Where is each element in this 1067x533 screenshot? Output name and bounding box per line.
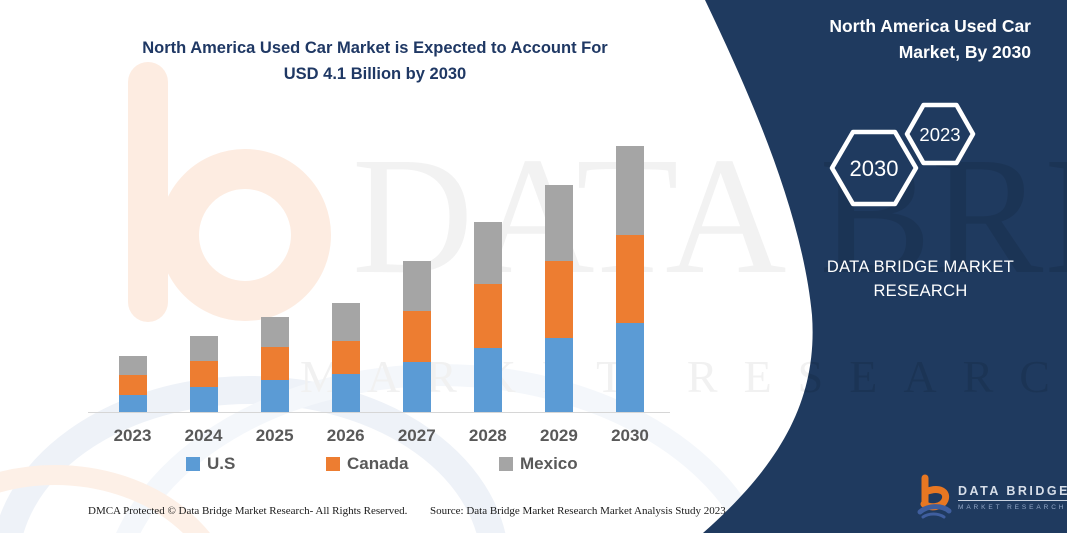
legend-swatch-us bbox=[186, 457, 200, 471]
watermark-swoosh-ellipse-3 bbox=[0, 465, 210, 533]
watermark-b-logo-stem bbox=[128, 62, 168, 322]
dbmr-logo-b-icon bbox=[917, 474, 952, 519]
bar-segment-us bbox=[260, 380, 289, 412]
bar-segment-canada bbox=[260, 347, 289, 381]
legend-label-mexico: Mexico bbox=[520, 454, 578, 473]
bar-segment-mexico bbox=[402, 261, 431, 311]
bar-2023 bbox=[118, 355, 147, 412]
chart-title-line2: USD 4.1 Billion by 2030 bbox=[283, 64, 467, 83]
x-axis-labels: 2023 2024 2025 2026 2027 2028 2029 2030 bbox=[90, 426, 672, 448]
x-axis-label-2023: 2023 bbox=[113, 426, 152, 445]
bar-2028 bbox=[473, 222, 502, 412]
x-axis-label-2030: 2030 bbox=[611, 426, 649, 445]
dbmr-logo-brand: DATA BRIDGE bbox=[958, 484, 1067, 501]
bar-segment-mexico bbox=[118, 355, 147, 376]
chart-title: North America Used Car Market is Expecte… bbox=[95, 36, 655, 87]
panel-watermark-spaced-text: MARKET RESEARCH bbox=[300, 351, 1067, 402]
legend-swatch-canada bbox=[326, 457, 340, 471]
x-axis-label-2025: 2025 bbox=[255, 426, 294, 445]
bar-2026 bbox=[331, 303, 360, 412]
side-panel-brand-text: DATA BRIDGE MARKET RESEARCH bbox=[826, 258, 1015, 300]
legend-item-mexico: Mexico bbox=[499, 454, 578, 474]
bar-segment-mexico bbox=[331, 303, 360, 342]
bar-2027 bbox=[402, 261, 431, 412]
hexagon-2030-label: 2030 bbox=[850, 156, 899, 181]
bar-segment-us bbox=[402, 361, 431, 412]
bar-2024 bbox=[189, 335, 218, 412]
dbmr-logo-sub: MARKET RESEARCH bbox=[958, 503, 1067, 511]
footer-copyright: DMCA Protected © Data Bridge Market Rese… bbox=[88, 505, 408, 517]
bar-2030 bbox=[615, 146, 644, 412]
bar-segment-mexico bbox=[189, 335, 218, 361]
x-axis-label-2028: 2028 bbox=[468, 426, 507, 445]
legend-label-us: U.S bbox=[207, 454, 236, 473]
side-panel-shape bbox=[703, 0, 1067, 533]
bar-segment-canada bbox=[544, 261, 573, 338]
chart-legend: U.S Canada Mexico bbox=[90, 454, 672, 476]
bar-segment-canada bbox=[189, 360, 218, 387]
x-axis-label-2026: 2026 bbox=[326, 426, 365, 445]
bar-2029 bbox=[544, 184, 573, 412]
bar-segment-mexico bbox=[544, 184, 573, 261]
bar-segment-mexico bbox=[473, 222, 502, 285]
footer-source: Source: Data Bridge Market Research Mark… bbox=[430, 505, 726, 517]
watermark-b-logo-bowl bbox=[159, 149, 331, 321]
legend-item-us: U.S bbox=[186, 454, 235, 474]
side-panel-title: North America Used Car Market, By 2030 bbox=[829, 16, 1031, 63]
bar-2025 bbox=[260, 317, 289, 412]
x-axis-label-2029: 2029 bbox=[539, 426, 578, 445]
x-axis-label-2027: 2027 bbox=[397, 426, 436, 445]
bar-segment-canada bbox=[615, 235, 644, 324]
watermark-swoosh-ellipse bbox=[0, 376, 506, 533]
dbmr-logo: DATA BRIDGE MARKET RESEARCH bbox=[916, 472, 1067, 522]
bar-segment-us bbox=[118, 395, 147, 412]
bar-segment-mexico bbox=[260, 317, 289, 348]
x-axis-label-2024: 2024 bbox=[184, 426, 223, 445]
x-axis-line bbox=[88, 412, 670, 413]
legend-swatch-mexico bbox=[499, 457, 513, 471]
hexagon-2023 bbox=[904, 102, 976, 166]
chart-title-line1: North America Used Car Market is Expecte… bbox=[142, 39, 608, 57]
legend-item-canada: Canada bbox=[326, 454, 408, 474]
bar-segment-canada bbox=[473, 284, 502, 348]
watermark-swoosh-ellipse-2 bbox=[116, 364, 764, 533]
bar-segment-mexico bbox=[615, 146, 644, 236]
dbmr-logo-text: DATA BRIDGE MARKET RESEARCH bbox=[958, 484, 1067, 511]
bar-segment-us bbox=[189, 386, 218, 412]
bar-segment-us bbox=[473, 347, 502, 412]
bar-segment-us bbox=[544, 337, 573, 412]
bar-segment-canada bbox=[331, 341, 360, 375]
bar-chart-plot-area bbox=[90, 146, 672, 412]
bar-segment-canada bbox=[402, 311, 431, 362]
hexagon-2030 bbox=[829, 129, 919, 207]
bar-segment-us bbox=[615, 323, 644, 412]
hexagon-2023-label: 2023 bbox=[919, 124, 960, 145]
bar-segment-canada bbox=[118, 375, 147, 396]
legend-label-canada: Canada bbox=[347, 454, 409, 473]
bar-segment-us bbox=[331, 374, 360, 412]
